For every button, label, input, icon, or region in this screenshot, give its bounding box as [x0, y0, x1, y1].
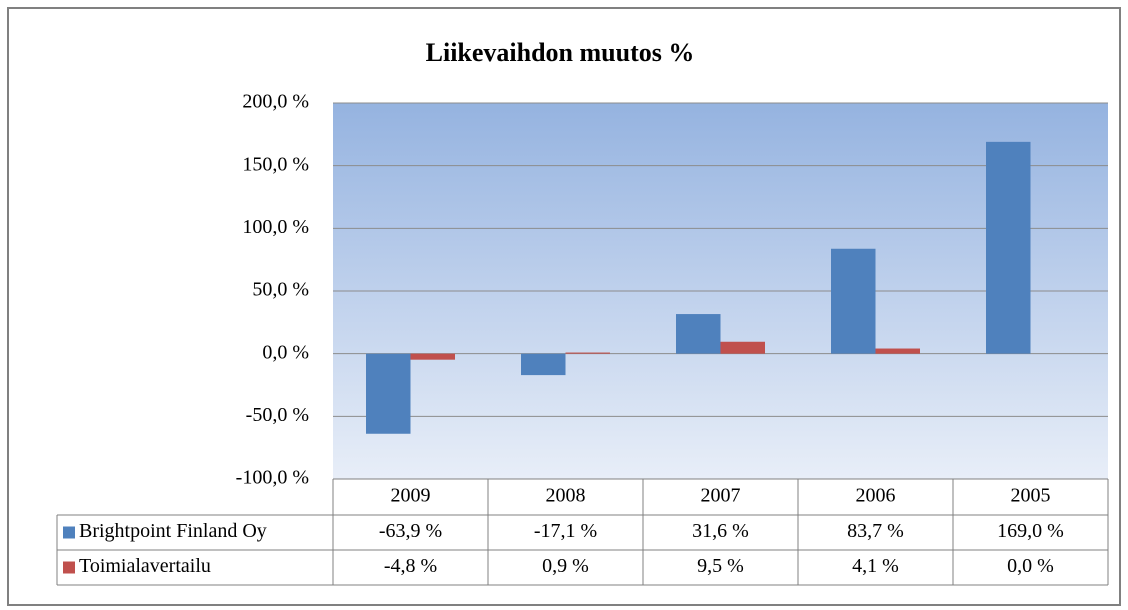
- y-tick-label: 100,0 %: [242, 216, 309, 238]
- legend-label: Toimialavertailu: [79, 555, 211, 577]
- x-tick-label: 2007: [701, 485, 741, 507]
- bar: [831, 248, 876, 354]
- x-tick-label: 2009: [391, 485, 431, 507]
- bar: [565, 352, 610, 354]
- bar: [410, 353, 455, 360]
- x-tick-label: 2005: [1011, 485, 1051, 507]
- data-label: 9,5 %: [697, 555, 744, 577]
- y-tick-label: 200,0 %: [242, 91, 309, 113]
- bar: [366, 353, 411, 434]
- bar: [521, 353, 566, 376]
- data-label: 0,0 %: [1007, 555, 1054, 577]
- bar: [986, 141, 1031, 354]
- y-tick-label: 150,0 %: [242, 153, 309, 175]
- y-tick-label: -100,0 %: [236, 467, 309, 489]
- x-tick-label: 2006: [856, 485, 896, 507]
- data-label: -63,9 %: [379, 520, 442, 542]
- data-label: 4,1 %: [852, 555, 899, 577]
- data-label: 83,7 %: [847, 520, 904, 542]
- chart-title: Liikevaihdon muutos %: [426, 38, 695, 67]
- data-label: -4,8 %: [384, 555, 437, 577]
- legend-label: Brightpoint Finland Oy: [79, 520, 267, 542]
- data-label: 169,0 %: [997, 520, 1064, 542]
- y-tick-label: 50,0 %: [252, 279, 309, 301]
- data-label: 0,9 %: [542, 555, 589, 577]
- y-tick-label: 0,0 %: [262, 341, 309, 363]
- legend-swatch: [63, 561, 75, 574]
- data-label: 31,6 %: [692, 520, 749, 542]
- y-tick-label: -50,0 %: [246, 404, 309, 426]
- bar: [676, 314, 721, 354]
- bar: [720, 341, 765, 354]
- bar: [875, 348, 920, 354]
- x-tick-label: 2008: [546, 485, 586, 507]
- data-label: -17,1 %: [534, 520, 597, 542]
- legend-swatch: [63, 526, 75, 539]
